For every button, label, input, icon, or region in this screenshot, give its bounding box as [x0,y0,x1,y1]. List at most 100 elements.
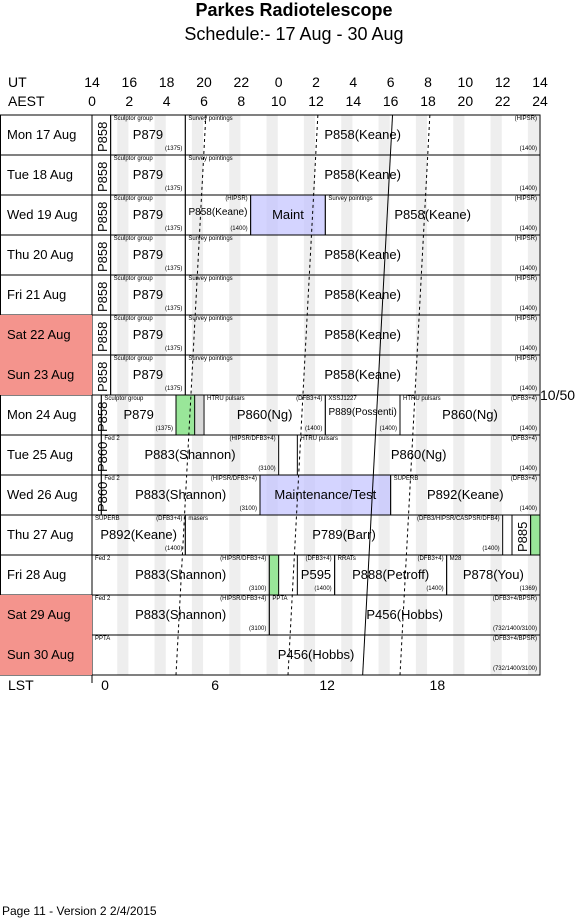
block-note-freq: (1375) [164,346,183,352]
block-note-left: Survey pointings [188,156,233,162]
block-note-freq: (1400) [164,546,183,552]
aest-tick: 0 [88,93,96,109]
block-note-left: Sculptor group [113,276,153,282]
schedule-block [204,395,326,435]
block-note-right: (DFB3+4) [417,556,444,562]
block-title: P858(Keane) [324,127,401,142]
block-note-freq: (1400) [482,546,500,552]
ut-tick: 6 [386,74,395,90]
schedule-block [92,155,111,195]
block-title: P858(Keane) [188,207,248,218]
block-note-freq: (1400) [230,226,248,232]
block-note-left: Sculptor group [113,196,153,202]
block-note-left: masers [188,516,208,522]
schedule-block [110,235,186,275]
block-note-left: Sculptor group [104,396,144,402]
day-label: Sat 22 Aug [0,315,92,355]
block-note-freq: (1400) [379,426,397,432]
block-note-right: (HIPSR) [514,356,537,362]
block-note-right: (HIPSR) [225,196,248,202]
block-note-right: (DFB3+4) [296,396,323,402]
block-note-left: Sculptor group [113,116,153,122]
block-note-right: (DFB3+4) [510,476,537,482]
block-title: P883(Shannon) [135,567,227,582]
lst-line [362,114,394,676]
schedule-block [92,115,111,155]
block-note-left: SUPERB [95,516,120,522]
ut-tick: 22 [233,74,250,90]
block-note-freq: (3100) [239,506,257,512]
block-note-left: Fed 2 [104,476,120,482]
block-note-freq: (1400) [426,586,444,592]
schedule-block [92,235,111,275]
day-label: Wed 19 Aug [7,207,78,222]
aest-tick: 10 [270,93,287,109]
block-title: P888(Petroff) [352,567,430,582]
aest-tick: 22 [494,93,511,109]
block-note-left: PPTA [272,596,288,602]
block-note-left: M28 [449,556,462,562]
ut-tick: 4 [349,74,358,90]
lst-tick: 18 [429,677,446,693]
block-note-freq: (1400) [314,586,332,592]
block-note-left: Sculptor group [113,236,153,242]
schedule-block [92,435,102,475]
block-title: Maint [272,207,304,222]
block-note-freq: (1400) [519,466,537,472]
schedule-block [110,155,186,195]
schedule-block [325,195,540,235]
block-title: P879 [132,287,164,302]
block-title: P883(Shannon) [135,607,227,622]
day-label: Thu 20 Aug [7,247,74,262]
schedule-block [92,515,186,555]
schedule-block [512,515,531,555]
block-note-left: PPTA [95,636,111,642]
day-label: Sat 29 Aug [0,595,92,635]
block-title: P883(Shannon) [135,487,227,502]
block-note-freq: (3100) [248,626,267,632]
block-note-left: Survey pointings [188,276,233,282]
ut-tick: 18 [158,74,175,90]
schedule-block [446,555,540,595]
ut-tick: 14 [532,74,548,90]
block-note-right: (DFB3+4) [156,516,183,522]
hour-stripe [191,395,204,435]
block-title: P456(Hobbs) [366,607,443,622]
block-note-freq: (732/1400/3100) [492,666,537,672]
block-note-freq: (1375) [164,266,183,272]
block-note-freq: (1375) [164,386,183,392]
block-note-left: Survey pointings [188,356,233,362]
block-note-left: RRATs [337,556,356,562]
block-title: P883(Shannon) [144,447,236,462]
block-note-freq: (1375) [155,426,173,432]
aest-tick: 6 [200,93,208,109]
block-note-right: (DFB3+4) [510,436,537,442]
schedule-frame [0,114,541,676]
schedule-block [92,595,270,635]
ut-tick: 14 [84,74,100,90]
schedule-block [110,315,186,355]
schedule-block [185,115,541,155]
block-note-freq: (732/1400/3100) [492,626,537,632]
lst-tick: 6 [211,677,220,693]
block-vertical-label: P858 [95,281,110,312]
block-vertical-label: P858 [95,121,110,152]
schedule-block [92,395,102,435]
schedule-block [110,275,186,315]
day-label: Tue 25 Aug [7,447,74,462]
day-label: Tue 18 Aug [7,167,74,182]
block-note-left: Sculptor group [113,356,153,362]
block-note-right: (HIPSR) [514,316,537,322]
block-title: P860(Ng) [442,407,498,422]
schedule-block [334,555,447,595]
ut-axis-label: UT [8,74,27,90]
block-note-right: (DFB3+4) [305,556,332,562]
aest-tick: 2 [125,93,134,109]
block-title: P858(Keane) [324,167,401,182]
block-title: P860(Ng) [236,407,293,422]
block-title: P879 [132,207,164,222]
ut-tick: 12 [494,74,511,90]
block-note-left: Fed 2 [104,436,120,442]
block-title: P879 [123,407,154,422]
